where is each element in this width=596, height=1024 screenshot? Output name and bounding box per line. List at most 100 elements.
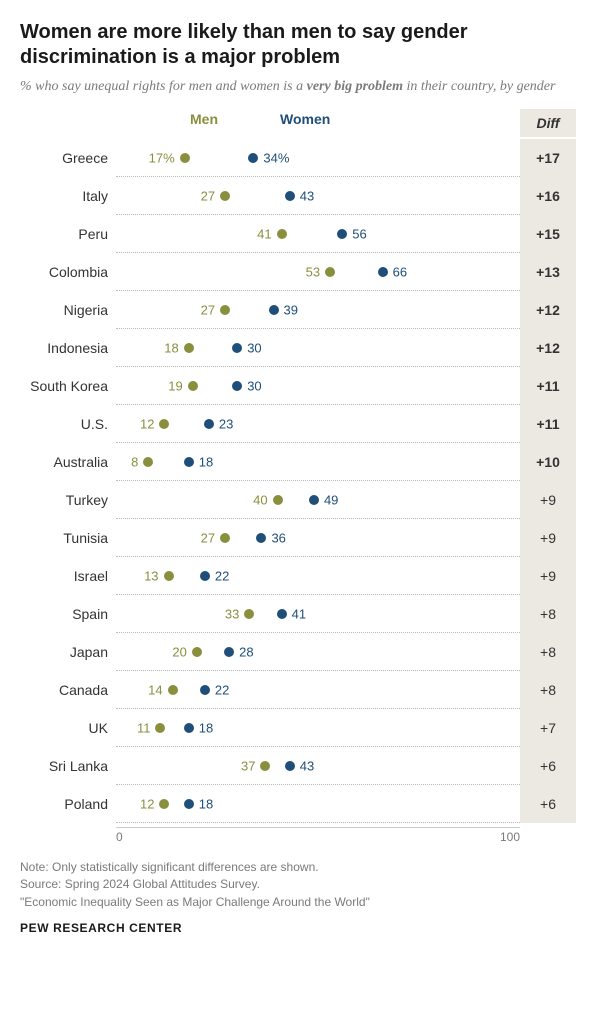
diff-value: +11: [520, 405, 576, 443]
chart-rows: Greece17%34%+17Italy2743+16Peru4156+15Co…: [20, 139, 576, 823]
men-value: 27: [201, 302, 215, 317]
diff-value: +11: [520, 367, 576, 405]
country-label: Spain: [20, 606, 116, 622]
table-row: Canada1422+8: [20, 671, 576, 709]
men-value: 12: [140, 796, 154, 811]
dot-track: 2743: [116, 177, 520, 215]
table-row: Greece17%34%+17: [20, 139, 576, 177]
men-dot: [143, 457, 153, 467]
chart-footer: Note: Only statistically significant dif…: [20, 859, 576, 911]
axis-track: 0 100: [116, 827, 520, 849]
men-dot: [184, 343, 194, 353]
diff-value: +12: [520, 329, 576, 367]
women-value: 41: [292, 606, 306, 621]
footer-logo: PEW RESEARCH CENTER: [20, 921, 576, 935]
women-value: 18: [199, 720, 213, 735]
men-dot: [244, 609, 254, 619]
men-value: 17%: [149, 150, 175, 165]
diff-value: +6: [520, 747, 576, 785]
diff-value: +10: [520, 443, 576, 481]
diff-value: +8: [520, 671, 576, 709]
diff-value: +9: [520, 481, 576, 519]
women-dot: [232, 381, 242, 391]
country-label: Australia: [20, 454, 116, 470]
country-label: U.S.: [20, 416, 116, 432]
country-label: South Korea: [20, 378, 116, 394]
dot-track: 17%34%: [116, 139, 520, 177]
table-row: Italy2743+16: [20, 177, 576, 215]
country-label: Peru: [20, 226, 116, 242]
table-row: Nigeria2739+12: [20, 291, 576, 329]
men-dot: [220, 533, 230, 543]
table-row: South Korea1930+11: [20, 367, 576, 405]
diff-value: +8: [520, 595, 576, 633]
dot-track: 1223: [116, 405, 520, 443]
women-dot: [378, 267, 388, 277]
subtitle-post: in their country, by gender: [403, 79, 555, 94]
dot-track: 1830: [116, 329, 520, 367]
table-row: Indonesia1830+12: [20, 329, 576, 367]
women-dot: [277, 609, 287, 619]
women-dot: [337, 229, 347, 239]
men-dot: [159, 419, 169, 429]
men-dot: [277, 229, 287, 239]
women-dot: [285, 761, 295, 771]
men-value: 11: [137, 720, 151, 735]
women-dot: [184, 799, 194, 809]
women-dot: [200, 685, 210, 695]
footer-note: Note: Only statistically significant dif…: [20, 859, 576, 876]
women-value: 30: [247, 378, 261, 393]
men-dot: [260, 761, 270, 771]
footer-source: Source: Spring 2024 Global Attitudes Sur…: [20, 876, 576, 893]
axis-spacer: [520, 827, 576, 849]
women-value: 49: [324, 492, 338, 507]
men-dot: [273, 495, 283, 505]
dot-track: 2028: [116, 633, 520, 671]
country-label: Italy: [20, 188, 116, 204]
men-value: 41: [257, 226, 271, 241]
table-row: Peru4156+15: [20, 215, 576, 253]
women-value: 36: [271, 530, 285, 545]
men-dot: [164, 571, 174, 581]
table-row: Sri Lanka3743+6: [20, 747, 576, 785]
table-row: Australia818+10: [20, 443, 576, 481]
table-row: Tunisia2736+9: [20, 519, 576, 557]
women-dot: [184, 457, 194, 467]
diff-value: +6: [520, 785, 576, 823]
women-dot: [256, 533, 266, 543]
diff-value: +7: [520, 709, 576, 747]
women-dot: [184, 723, 194, 733]
men-value: 27: [201, 530, 215, 545]
men-value: 18: [164, 340, 178, 355]
dot-track: 1322: [116, 557, 520, 595]
table-row: Colombia5366+13: [20, 253, 576, 291]
country-label: Turkey: [20, 492, 116, 508]
axis-spacer: [20, 827, 116, 849]
dot-track: 27 39: [116, 291, 520, 329]
country-label: UK: [20, 720, 116, 736]
chart-subtitle: % who say unequal rights for men and wom…: [20, 78, 576, 97]
country-label: Colombia: [20, 264, 116, 280]
men-value: 8: [131, 454, 138, 469]
country-label: Greece: [20, 150, 116, 166]
diff-value: +9: [520, 557, 576, 595]
men-value: 14: [148, 682, 162, 697]
table-row: Turkey4049+9: [20, 481, 576, 519]
diff-value: +12: [520, 291, 576, 329]
country-label: Tunisia: [20, 530, 116, 546]
table-row: Spain3341+8: [20, 595, 576, 633]
men-value: 20: [172, 644, 186, 659]
diff-value: +16: [520, 177, 576, 215]
dot-track: 27 36: [116, 519, 520, 557]
women-value: 23: [219, 416, 233, 431]
dot-track: 3743: [116, 747, 520, 785]
table-row: Israel1322+9: [20, 557, 576, 595]
women-value: 43: [300, 758, 314, 773]
women-value: 39: [284, 302, 298, 317]
subtitle-emph: very big problem: [307, 79, 403, 94]
women-value: 18: [199, 796, 213, 811]
men-value: 53: [306, 264, 320, 279]
women-value: 43: [300, 188, 314, 203]
axis-tick-100: 100: [500, 830, 520, 844]
dot-track: 1930: [116, 367, 520, 405]
